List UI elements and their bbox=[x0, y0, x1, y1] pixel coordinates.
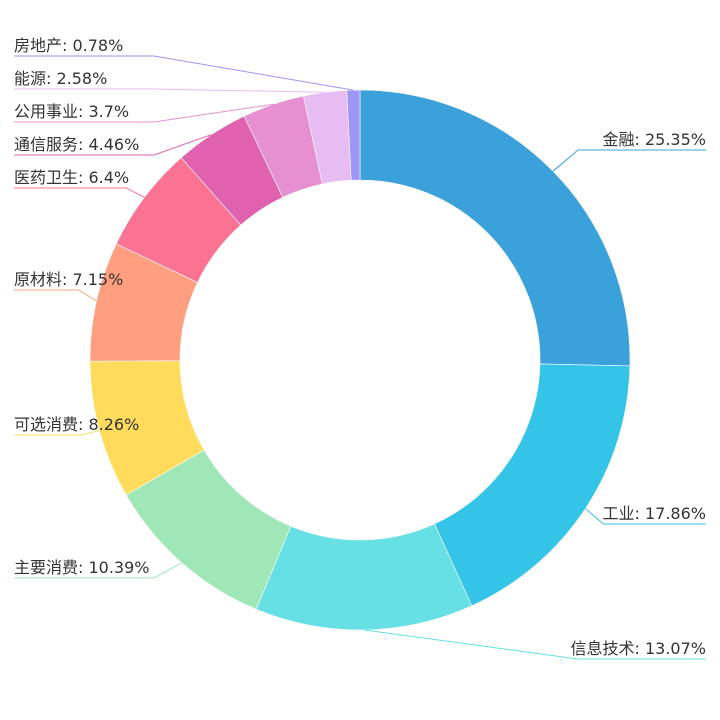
slice-金融-leader-line bbox=[552, 149, 706, 172]
slice-信息技术-segment[interactable] bbox=[255, 523, 473, 631]
leader-lines bbox=[14, 55, 706, 660]
slice-可选消费-label: 可选消费: 8.26% bbox=[14, 415, 139, 434]
slice-房地产-leader-line bbox=[14, 55, 354, 91]
slice-公用事业-label: 公用事业: 3.7% bbox=[14, 102, 129, 121]
slice-金融-segment[interactable] bbox=[359, 89, 631, 367]
slice-医药卫生-leader-line bbox=[14, 187, 145, 198]
donut-slices bbox=[89, 89, 631, 631]
slice-金融-label: 金融: 25.35% bbox=[603, 130, 707, 149]
slice-通信服务-leader-line bbox=[14, 134, 212, 156]
slice-能源-leader-line bbox=[14, 88, 325, 93]
slice-能源-label: 能源: 2.58% bbox=[14, 69, 107, 88]
slice-信息技术-leader-line bbox=[364, 629, 706, 660]
slice-公用事业-leader-line bbox=[14, 103, 274, 123]
slice-原材料-leader-line bbox=[14, 289, 97, 302]
slice-工业-leader-line bbox=[585, 508, 706, 525]
slice-labels: 金融: 25.35% 工业: 17.86% 信息技术: 13.07% 主要消费: 10… bbox=[14, 36, 706, 658]
slice-可选消费-leader-line bbox=[14, 429, 100, 436]
slice-信息技术-label: 信息技术: 13.07% bbox=[571, 639, 707, 658]
slice-工业-segment[interactable] bbox=[434, 363, 631, 607]
slice-工业-label: 工业: 17.86% bbox=[603, 504, 707, 523]
slice-通信服务-label: 通信服务: 4.46% bbox=[14, 135, 139, 154]
slice-房地产-label: 房地产: 0.78% bbox=[14, 36, 123, 55]
slice-原材料-label: 原材料: 7.15% bbox=[14, 270, 123, 289]
slice-主要消费-label: 主要消费: 10.39% bbox=[14, 558, 150, 577]
slice-医药卫生-label: 医药卫生: 6.4% bbox=[14, 168, 129, 187]
slice-主要消费-leader-line bbox=[14, 562, 183, 579]
